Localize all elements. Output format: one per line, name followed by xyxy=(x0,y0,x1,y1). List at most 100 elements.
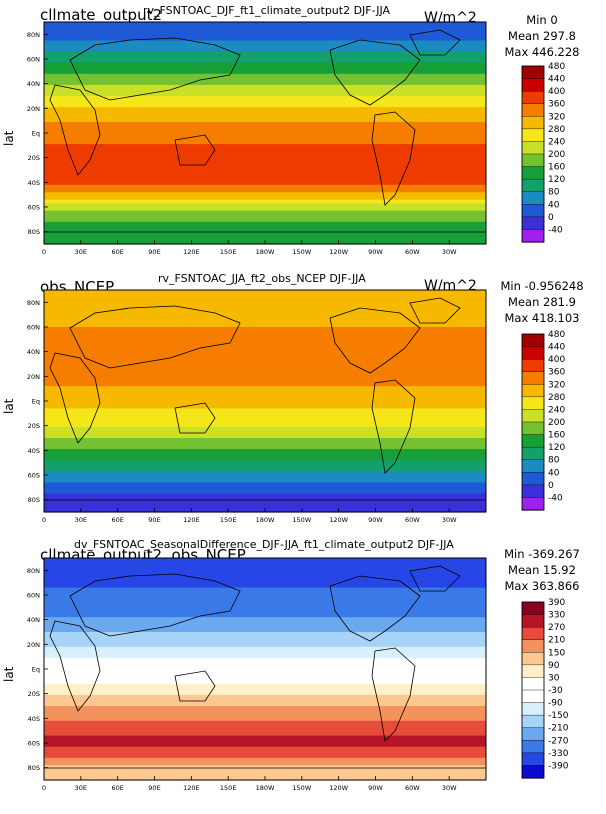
colorbar-label: 280 xyxy=(548,393,565,403)
coastline xyxy=(69,573,241,637)
colorbar-swatch xyxy=(521,434,545,448)
contour-band xyxy=(44,768,486,774)
colorbar-swatch xyxy=(521,727,545,741)
contour-band xyxy=(44,635,486,640)
chart-svg: 80N 60N 40N 20N Eq 20S 40S 60S 80S 0 30E 60E 90E 120E… xyxy=(27,557,569,792)
contour-band xyxy=(44,203,486,208)
x-tick-label: 90E xyxy=(148,248,160,256)
contour-band xyxy=(44,426,486,432)
colorbar-swatch xyxy=(521,384,545,398)
contour-band xyxy=(44,140,486,145)
colorbar-label: 90 xyxy=(548,661,560,671)
colorbar-frame xyxy=(521,601,545,779)
colorbar-swatch xyxy=(521,65,545,80)
contour-band xyxy=(44,475,486,480)
colorbar-label: 360 xyxy=(548,100,565,110)
chart-panel-2: obs_NCEP rv_FSNTOAC_JJA_ft2_obs_NCEP DJF… xyxy=(0,268,606,536)
contour-band xyxy=(44,672,486,677)
contour-band xyxy=(44,404,486,409)
contour-band xyxy=(44,743,486,748)
colorbar-swatch xyxy=(521,204,545,218)
contour-band xyxy=(44,173,486,178)
center-title: rv_FSNTOAC_DJF_ft1_climate_output2 DJF-J… xyxy=(143,4,391,17)
colorbar-swatch xyxy=(521,652,545,666)
y-tick-label: 40S xyxy=(28,179,40,187)
colorbar-label: -210 xyxy=(548,724,569,734)
colorbar-label: 480 xyxy=(548,330,565,340)
x-tick-label: 120W xyxy=(329,248,348,256)
contour-band xyxy=(44,680,486,685)
contour-band xyxy=(44,88,486,93)
colorbar-label: 330 xyxy=(548,611,565,621)
contour-band xyxy=(44,739,486,744)
colorbar-swatch xyxy=(521,484,545,499)
colorbar-swatch xyxy=(521,752,545,767)
x-tick-label: 0 xyxy=(42,248,46,256)
contour-band xyxy=(44,731,486,737)
contour-band xyxy=(44,419,486,424)
colorbar-swatch xyxy=(521,421,545,436)
stat-min: Min 0 xyxy=(526,13,558,27)
contour-band xyxy=(44,691,486,696)
contour-band xyxy=(44,297,486,302)
y-tick-label: 80S xyxy=(28,228,40,236)
contour-band xyxy=(44,639,486,644)
contour-band xyxy=(44,47,486,53)
colorbar-label: 320 xyxy=(548,380,565,390)
contour-band xyxy=(44,467,486,472)
contour-band xyxy=(44,412,486,417)
y-tick-label: 80N xyxy=(27,567,40,575)
colorbar-label: 210 xyxy=(548,636,565,646)
colorbar-swatch xyxy=(521,664,545,679)
contour-band xyxy=(44,319,486,324)
contour-band xyxy=(44,746,486,751)
coastline xyxy=(174,134,216,166)
colorbar-label: 160 xyxy=(548,163,565,173)
contour-band xyxy=(44,735,486,740)
y-tick-label: 80S xyxy=(28,764,40,772)
contour-band xyxy=(44,595,486,600)
chart-svg: 80N 60N 40N 20N Eq 20S 40S 60S 80S 0 30E 60E 90E 120E… xyxy=(27,21,565,256)
contour-band xyxy=(44,386,486,391)
plot-area: 80N 60N 40N 20N Eq 20S 40S 60S 80S 0 30E 60E 90E 120E… xyxy=(27,557,487,792)
contour-band xyxy=(44,643,486,648)
contour-band xyxy=(44,750,486,755)
x-tick-label: 30W xyxy=(442,784,457,792)
contour-band xyxy=(44,22,486,27)
contour-band xyxy=(44,500,486,506)
x-tick-label: 30W xyxy=(442,516,457,524)
y-tick-label: Eq xyxy=(32,666,40,674)
x-tick-label: 90W xyxy=(368,516,383,524)
contour-band xyxy=(44,728,486,733)
contour-band xyxy=(44,55,486,60)
contour-band xyxy=(44,375,486,380)
y-tick-label: 60S xyxy=(28,472,40,480)
coastline xyxy=(49,84,101,176)
colorbar-swatch xyxy=(521,446,545,461)
x-tick-label: 120E xyxy=(183,516,200,524)
y-tick-label: 60S xyxy=(28,204,40,212)
contour-band xyxy=(44,92,486,97)
contour-band xyxy=(44,628,486,633)
contour-band xyxy=(44,110,486,116)
contour-band xyxy=(44,341,486,347)
colorbar-label: 0 xyxy=(548,481,554,491)
contour-band xyxy=(44,125,486,130)
contour-band xyxy=(44,192,486,197)
y-tick-label: 80N xyxy=(27,31,40,39)
colorbar-swatch xyxy=(521,601,545,616)
colorbar-label: 80 xyxy=(548,456,560,466)
contour-band xyxy=(44,195,486,201)
stat-min: Min -369.267 xyxy=(504,547,580,561)
coastline xyxy=(49,352,101,444)
colorbar-swatch xyxy=(521,677,545,691)
colorbar-swatch xyxy=(521,472,545,486)
contour-band xyxy=(44,129,486,134)
y-tick-label: 80N xyxy=(27,299,40,307)
x-tick-label: 150E xyxy=(220,784,237,792)
contour-band xyxy=(44,583,486,589)
x-tick-label: 120W xyxy=(329,516,348,524)
y-tick-label: 40N xyxy=(27,348,40,356)
colorbar-label: -390 xyxy=(548,761,569,771)
contour-band xyxy=(44,25,486,30)
